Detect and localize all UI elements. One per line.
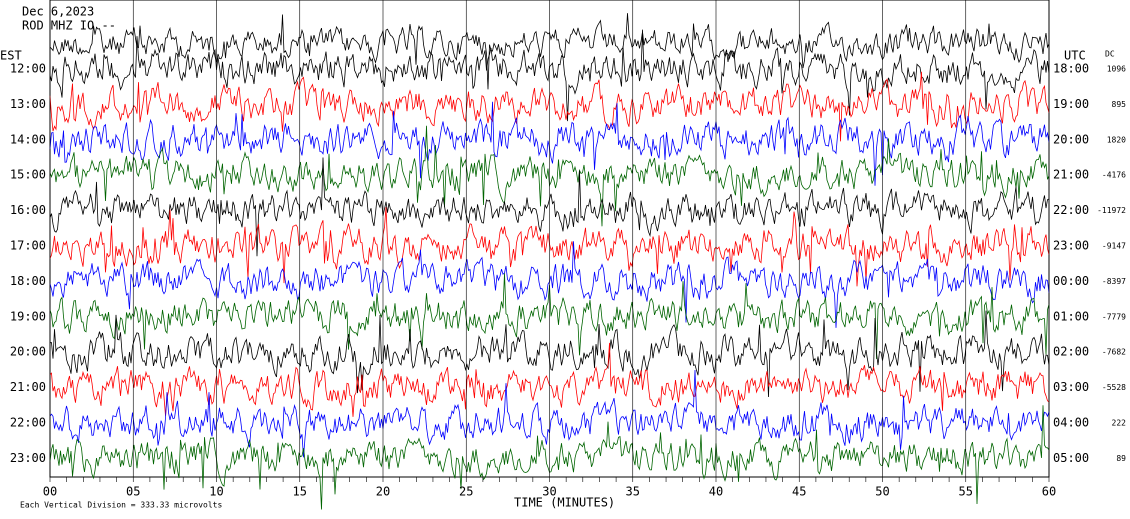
left-label: 20:00 (10, 345, 46, 359)
left-label: 23:00 (10, 451, 46, 465)
x-tick-label: 05 (126, 485, 140, 499)
dc-value: 1820 (1107, 135, 1126, 144)
x-tick-label: 35 (626, 485, 640, 499)
left-label: 18:00 (10, 274, 46, 288)
left-axis-title: EST (0, 49, 22, 63)
x-tick-label: 10 (209, 485, 223, 499)
right-label: 19:00 (1053, 97, 1089, 111)
right-label: 01:00 (1053, 309, 1089, 323)
left-label: 19:00 (10, 309, 46, 323)
right-label: 21:00 (1053, 168, 1089, 182)
dc-value: 89 (1116, 454, 1126, 463)
right-label: 18:00 (1053, 62, 1089, 76)
left-label: 16:00 (10, 203, 46, 217)
x-tick-label: 15 (293, 485, 307, 499)
right-label: 20:00 (1053, 132, 1089, 146)
right-label: 05:00 (1053, 451, 1089, 465)
right-axis-title: UTC (1064, 49, 1086, 63)
dc-value: -4176 (1102, 171, 1126, 180)
left-label: 12:00 (10, 62, 46, 76)
left-label: 14:00 (10, 132, 46, 146)
left-label: 21:00 (10, 380, 46, 394)
dc-value: 1096 (1107, 65, 1126, 74)
dc-value: 222 (1112, 419, 1127, 428)
dc-value: -8397 (1102, 277, 1126, 286)
x-tick-label: 55 (959, 485, 973, 499)
right-label: 00:00 (1053, 274, 1089, 288)
footer: Each Vertical Division = 333.33 microvol… (20, 501, 222, 510)
x-tick-label: 00 (43, 485, 57, 499)
header-line: Dec 6,2023 (22, 5, 94, 19)
dc-value: -7682 (1102, 348, 1126, 357)
right-label: 23:00 (1053, 239, 1089, 253)
dc-value: -9147 (1102, 242, 1126, 251)
x-tick-label: 60 (1042, 485, 1056, 499)
right-label: 02:00 (1053, 345, 1089, 359)
left-label: 15:00 (10, 168, 46, 182)
x-tick-label: 20 (376, 485, 390, 499)
x-tick-label: 30 (542, 485, 556, 499)
dc-value: -7779 (1102, 312, 1126, 321)
x-tick-label: 45 (792, 485, 806, 499)
left-label: 22:00 (10, 416, 46, 430)
dc-value: -5528 (1102, 383, 1126, 392)
x-tick-label: 40 (709, 485, 723, 499)
right-label: 03:00 (1053, 380, 1089, 394)
x-tick-label: 50 (875, 485, 889, 499)
right-label: 04:00 (1053, 416, 1089, 430)
x-axis-label: TIME (MINUTES) (514, 496, 615, 510)
dc-value: -11972 (1097, 206, 1126, 215)
right-label: 22:00 (1053, 203, 1089, 217)
x-tick-label: 25 (459, 485, 473, 499)
dc-title: DC (1105, 50, 1115, 59)
dc-value: 895 (1112, 100, 1127, 109)
left-label: 17:00 (10, 239, 46, 253)
left-label: 13:00 (10, 97, 46, 111)
header-line: ROD MHZ IO -- (22, 19, 116, 33)
